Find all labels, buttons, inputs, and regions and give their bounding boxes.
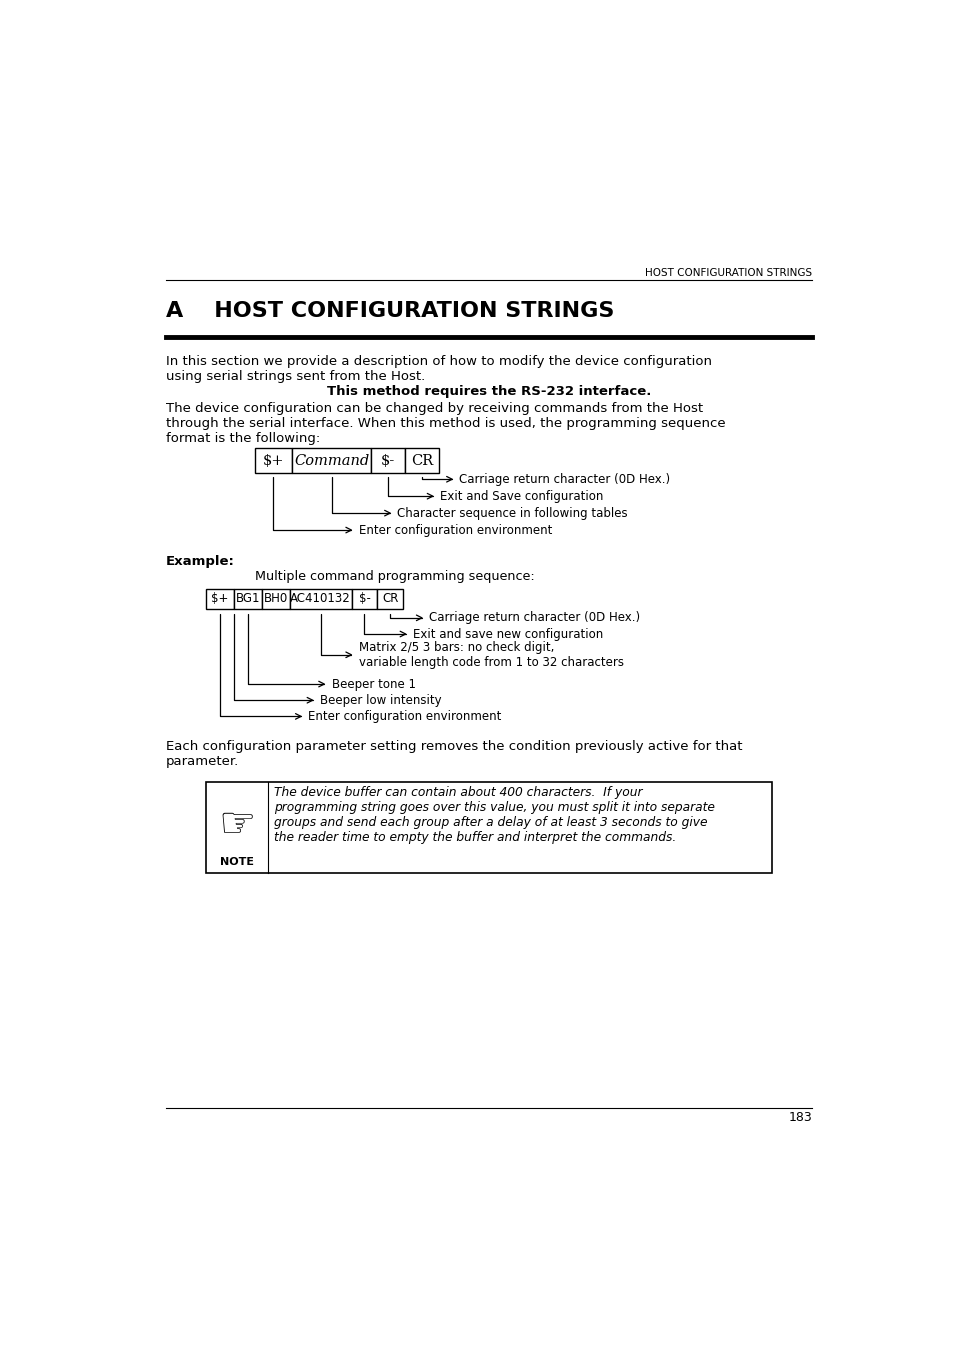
Bar (377, 589, 402, 609)
Bar (352, 589, 377, 609)
Text: Each configuration parameter setting removes the condition previously active for: Each configuration parameter setting rem… (166, 740, 741, 768)
Text: Beeper tone 1: Beeper tone 1 (332, 678, 416, 691)
Text: AC410132: AC410132 (290, 593, 351, 605)
Text: ☞: ☞ (218, 803, 255, 845)
Text: NOTE: NOTE (220, 856, 253, 867)
Text: This method requires the RS-232 interface.: This method requires the RS-232 interfac… (326, 385, 651, 398)
Text: HOST CONFIGURATION STRINGS: HOST CONFIGURATION STRINGS (644, 267, 811, 278)
Text: Carriage return character (0D Hex.): Carriage return character (0D Hex.) (459, 472, 670, 486)
Bar (206, 589, 233, 609)
Text: Enter configuration environment: Enter configuration environment (358, 524, 552, 536)
Text: $+: $+ (262, 454, 284, 467)
Text: A    HOST CONFIGURATION STRINGS: A HOST CONFIGURATION STRINGS (166, 301, 614, 320)
Text: Matrix 2/5 3 bars: no check digit,
variable length code from 1 to 32 characters: Matrix 2/5 3 bars: no check digit, varia… (358, 641, 623, 668)
Text: Multiple command programming sequence:: Multiple command programming sequence: (254, 570, 534, 583)
Text: Exit and Save configuration: Exit and Save configuration (439, 490, 603, 502)
Text: $-: $- (380, 454, 395, 467)
Text: Enter configuration environment: Enter configuration environment (308, 710, 501, 722)
Text: The device buffer can contain about 400 characters.  If your
programming string : The device buffer can contain about 400 … (274, 787, 715, 845)
Text: In this section we provide a description of how to modify the device configurati: In this section we provide a description… (166, 355, 711, 382)
Text: CR: CR (381, 593, 398, 605)
Text: BG1: BG1 (235, 593, 260, 605)
Bar (292, 448, 371, 472)
Text: BH0: BH0 (263, 593, 288, 605)
Text: 183: 183 (787, 1111, 811, 1123)
Text: Exit and save new configuration: Exit and save new configuration (413, 628, 602, 640)
Text: Character sequence in following tables: Character sequence in following tables (397, 506, 627, 520)
Bar (261, 589, 290, 609)
Text: Example:: Example: (166, 555, 234, 568)
Bar (405, 448, 439, 472)
Text: $-: $- (358, 593, 370, 605)
Text: The device configuration can be changed by receiving commands from the Host
thro: The device configuration can be changed … (166, 402, 724, 446)
Bar (371, 448, 405, 472)
Text: Beeper low intensity: Beeper low intensity (319, 694, 441, 707)
Bar (233, 589, 261, 609)
Text: Command: Command (294, 454, 369, 467)
Text: Carriage return character (0D Hex.): Carriage return character (0D Hex.) (429, 612, 639, 624)
Bar (290, 589, 352, 609)
Bar (254, 448, 292, 472)
Bar (206, 782, 771, 872)
Text: $+: $+ (212, 593, 229, 605)
Text: CR: CR (411, 454, 433, 467)
